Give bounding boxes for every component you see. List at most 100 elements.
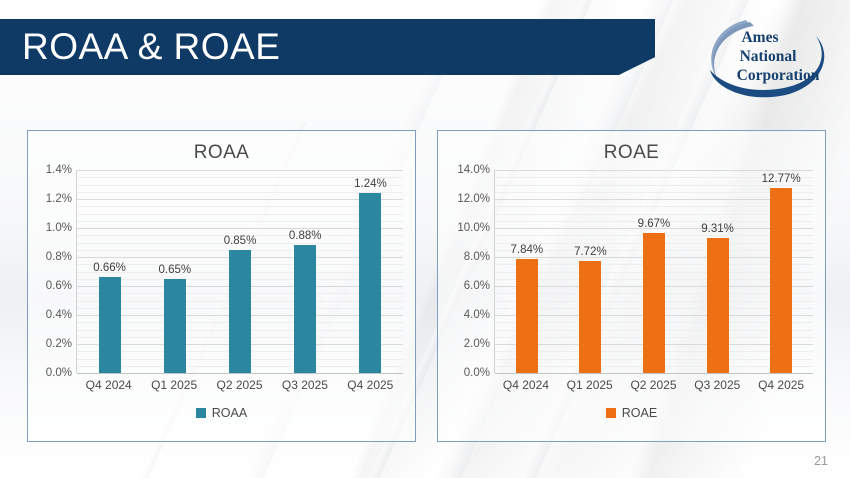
page-number: 21 bbox=[814, 454, 828, 468]
gridline bbox=[495, 373, 813, 374]
chart-title-roae: ROAE bbox=[603, 142, 660, 163]
bar-data-label: 7.72% bbox=[574, 246, 607, 259]
logo-arc-icon bbox=[712, 22, 754, 76]
legend-roae: ROAE bbox=[438, 406, 825, 420]
y-tick-label: 1.4% bbox=[45, 164, 72, 176]
bar[interactable]: 0.66% bbox=[93, 262, 126, 373]
x-tick-label: Q3 2025 bbox=[694, 378, 741, 392]
bar[interactable]: 7.72% bbox=[574, 246, 607, 373]
bar-group: 9.67% bbox=[622, 170, 686, 373]
bar-group: 0.66% bbox=[77, 170, 142, 373]
gridline-minor bbox=[77, 242, 403, 244]
x-tick-label: Q4 2025 bbox=[758, 378, 805, 392]
bar-group: 0.65% bbox=[142, 170, 207, 373]
y-tick-label: 8.0% bbox=[463, 251, 490, 263]
bar-data-label: 12.77% bbox=[761, 172, 801, 185]
bar-group: 1.24% bbox=[338, 170, 403, 373]
bar[interactable]: 0.88% bbox=[289, 230, 322, 373]
x-tick-label: Q4 2024 bbox=[502, 378, 549, 392]
bar-group: 7.72% bbox=[559, 170, 623, 373]
gridline bbox=[495, 228, 813, 229]
gridline-minor bbox=[495, 184, 813, 186]
bar[interactable]: 12.77% bbox=[762, 173, 801, 373]
bar-group: 0.85% bbox=[207, 170, 272, 373]
company-logo: Ames National Corporation bbox=[698, 14, 842, 106]
y-tick-label: 0.8% bbox=[45, 251, 72, 263]
y-tick-label: 0.0% bbox=[463, 367, 490, 379]
gridline bbox=[77, 199, 403, 200]
gridline-minor bbox=[77, 184, 403, 186]
bar-group: 7.84% bbox=[495, 170, 559, 373]
x-tick-label: Q2 2025 bbox=[216, 378, 263, 392]
gridline bbox=[77, 228, 403, 229]
x-tick-label: Q4 2024 bbox=[85, 378, 132, 392]
y-tick-label: 10.0% bbox=[457, 222, 490, 234]
y-tick-label: 1.0% bbox=[45, 222, 72, 234]
bar-data-label: 0.66% bbox=[93, 262, 126, 275]
x-axis-labels-roae: Q4 2024 Q1 2025 Q2 2025 Q3 2025 Q4 2025 bbox=[438, 378, 825, 392]
chart-title-roaa: ROAA bbox=[193, 142, 250, 163]
gridline bbox=[495, 199, 813, 200]
gridline-minor bbox=[495, 213, 813, 215]
gridline-minor bbox=[495, 206, 813, 208]
gridline bbox=[77, 373, 403, 374]
gridline-minor bbox=[495, 191, 813, 193]
y-axis-labels-roae: 0.0% 2.0% 4.0% 6.0% 8.0% 10.0% 12.0% 14.0% bbox=[438, 164, 494, 379]
bar-data-label: 0.65% bbox=[158, 263, 192, 276]
chart-panel-roaa: ROAA 0.0% 0.2% 0.4% 0.6% 0.8% 1.0% 1.2% 1.4% 0.… bbox=[27, 130, 416, 442]
y-tick-label: 0.0% bbox=[45, 367, 72, 379]
plot-canvas-roaa: 0.66% 0.65% 0.85% 0.88% 1.24% bbox=[76, 170, 403, 374]
gridline-minor bbox=[77, 213, 403, 215]
chart-panel-roae: ROAE 0.0% 2.0% 4.0% 6.0% 8.0% 10.0% 12.0% 14.0%… bbox=[437, 130, 826, 442]
gridline bbox=[77, 170, 403, 171]
x-tick-label: Q3 2025 bbox=[281, 378, 328, 392]
bar[interactable]: 9.31% bbox=[701, 223, 734, 373]
x-tick-label: Q1 2025 bbox=[151, 378, 198, 392]
gridline-minor bbox=[77, 220, 403, 222]
gridline-minor bbox=[77, 177, 403, 179]
slide-title-bar: ROAA & ROAE bbox=[0, 19, 655, 75]
bar-group: 12.77% bbox=[749, 170, 813, 373]
bar[interactable]: 0.65% bbox=[158, 264, 191, 373]
bar-data-label: 7.84% bbox=[510, 244, 544, 257]
bar[interactable]: 0.85% bbox=[224, 235, 256, 373]
bar-data-label: 0.88% bbox=[288, 230, 322, 243]
page-title: ROAA & ROAE bbox=[22, 26, 281, 67]
bar[interactable]: 1.24% bbox=[354, 178, 387, 373]
y-tick-label: 12.0% bbox=[457, 193, 490, 205]
gridline-minor bbox=[77, 206, 403, 208]
x-axis-labels-roaa: Q4 2024 Q1 2025 Q2 2025 Q3 2025 Q4 2025 bbox=[28, 378, 415, 392]
y-tick-label: 1.2% bbox=[45, 193, 72, 205]
gridline-minor bbox=[77, 191, 403, 193]
bar[interactable]: 7.84% bbox=[510, 244, 543, 373]
y-tick-label: 4.0% bbox=[463, 309, 490, 321]
plot-area-roaa: 0.0% 0.2% 0.4% 0.6% 0.8% 1.0% 1.2% 1.4% 0.66% 0.… bbox=[28, 164, 415, 379]
bars-roaa: 0.66% 0.65% 0.85% 0.88% 1.24% bbox=[77, 170, 403, 373]
logo-line-3: Corporation bbox=[737, 67, 820, 84]
plot-canvas-roae: 7.84% 7.72% 9.67% 9.31% 12.77% bbox=[494, 170, 813, 374]
y-axis-labels-roaa: 0.0% 0.2% 0.4% 0.6% 0.8% 1.0% 1.2% 1.4% bbox=[28, 164, 76, 379]
gridline-minor bbox=[495, 220, 813, 222]
logo-line-1: Ames bbox=[741, 29, 778, 46]
x-tick-label: Q4 2025 bbox=[347, 378, 394, 392]
bar-group: 9.31% bbox=[686, 170, 750, 373]
gridline-minor bbox=[495, 177, 813, 179]
legend-swatch-roae bbox=[605, 408, 616, 418]
y-tick-label: 14.0% bbox=[457, 164, 490, 176]
plot-area-roae: 0.0% 2.0% 4.0% 6.0% 8.0% 10.0% 12.0% 14.0% 7.84… bbox=[438, 164, 825, 379]
bar[interactable]: 9.67% bbox=[638, 218, 670, 373]
bar-group: 0.88% bbox=[273, 170, 338, 373]
legend-swatch-roaa bbox=[195, 408, 206, 418]
bar-data-label: 1.24% bbox=[354, 178, 387, 191]
y-tick-label: 0.2% bbox=[45, 338, 72, 350]
y-tick-label: 0.4% bbox=[45, 309, 72, 321]
logo-line-2: National bbox=[740, 48, 798, 65]
bars-roae: 7.84% 7.72% 9.67% 9.31% 12.77% bbox=[495, 170, 813, 373]
gridline bbox=[495, 170, 813, 171]
legend-roaa: ROAA bbox=[28, 406, 415, 420]
bar-data-label: 9.31% bbox=[701, 223, 734, 236]
bar-data-label: 9.67% bbox=[637, 217, 671, 230]
y-tick-label: 2.0% bbox=[463, 338, 490, 350]
legend-label-roae: ROAE bbox=[621, 406, 658, 420]
